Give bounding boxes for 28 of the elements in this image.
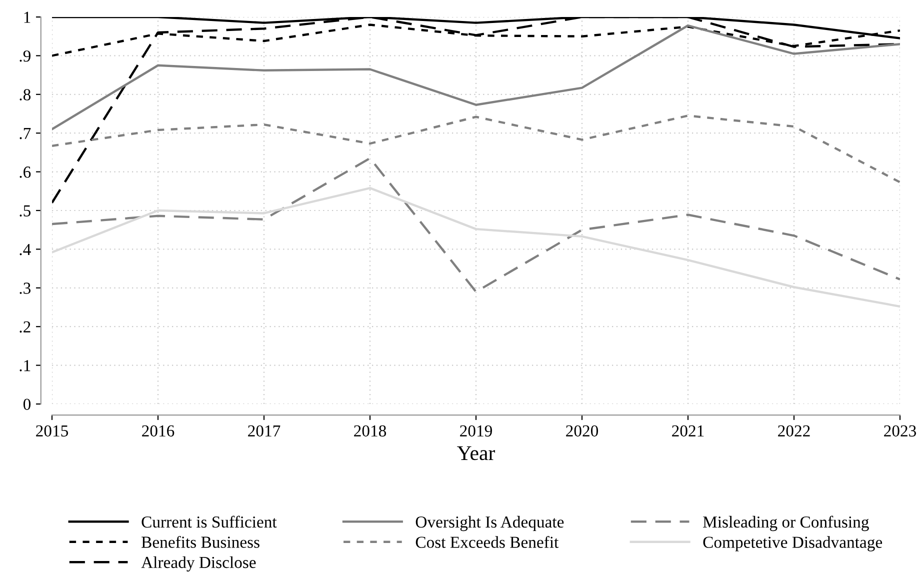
legend-label: Cost Exceeds Benefit (416, 536, 559, 548)
y-tick-label: .6 (20, 166, 31, 178)
x-tick-label: 2019 (460, 425, 492, 437)
legend-label: Competetive Disadvantage (703, 536, 882, 552)
legend-label: Benefits Business (142, 536, 260, 548)
x-tick-label: 2022 (778, 425, 810, 437)
y-tick-label: 1 (24, 12, 30, 23)
x-tick-label: 2018 (354, 425, 386, 437)
x-axis-title: Year (457, 446, 496, 460)
legend-label: Misleading or Confusing (703, 516, 869, 532)
y-tick-label: .4 (20, 244, 31, 256)
x-tick-label: 2023 (884, 425, 916, 437)
x-tick-label: 2017 (248, 425, 280, 437)
x-tick-label: 2020 (566, 425, 598, 437)
y-tick-label: .2 (20, 321, 30, 333)
legend-label: Oversight Is Adequate (416, 516, 564, 532)
legend-label: Current is Sufficient (142, 516, 277, 528)
x-tick-label: 2016 (142, 425, 174, 437)
y-tick-label: .5 (20, 205, 31, 217)
y-tick-label: 0 (23, 398, 31, 410)
legend-label: Already Disclose (141, 556, 256, 572)
y-tick-label: .9 (20, 50, 30, 62)
y-tick-label: .8 (20, 89, 31, 100)
y-tick-label: .3 (20, 282, 31, 294)
x-tick-label: 2015 (36, 425, 68, 437)
y-tick-label: .7 (20, 128, 31, 140)
y-tick-label: .1 (20, 360, 30, 372)
x-tick-label: 2021 (672, 425, 704, 437)
